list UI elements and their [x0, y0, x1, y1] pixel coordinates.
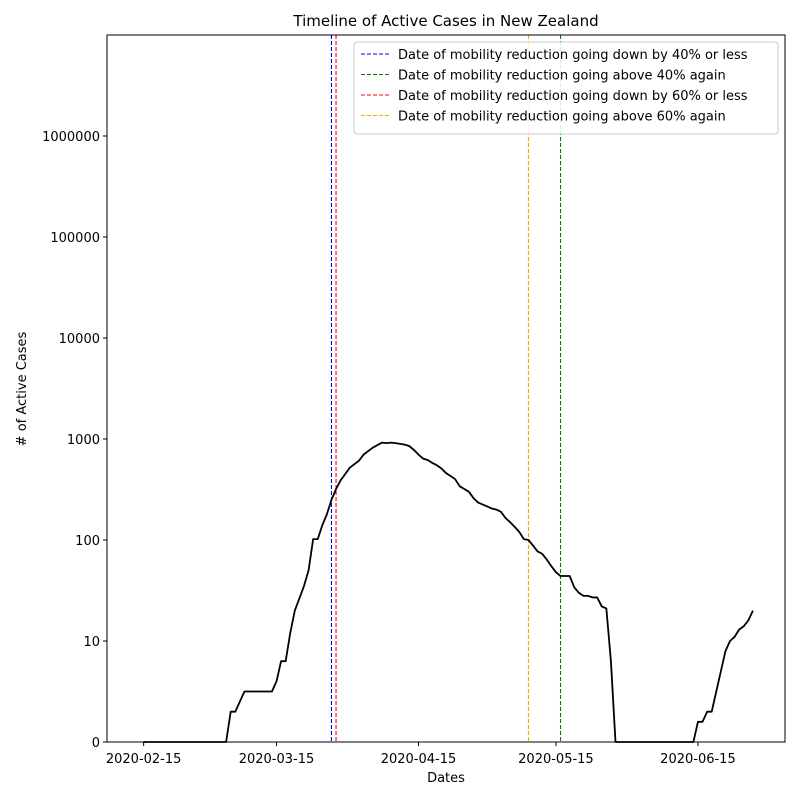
y-tick-label: 100000: [50, 231, 100, 246]
y-tick-label: 1000: [67, 433, 100, 448]
series-line: [143, 441, 754, 743]
y-tick-label: 10000: [59, 332, 100, 347]
x-tick-label: 2020-03-15: [239, 752, 315, 767]
chart-title: Timeline of Active Cases in New Zealand: [292, 12, 598, 30]
legend-label: Date of mobility reduction going down by…: [398, 89, 748, 104]
y-tick-label: 1000000: [42, 130, 100, 145]
series-lines: [143, 441, 754, 743]
y-tick-label: 0: [92, 736, 100, 751]
plot-frame: [106, 34, 786, 743]
y-tick-label: 100: [75, 534, 100, 549]
y-axis-label: # of Active Cases: [15, 331, 30, 446]
legend-label: Date of mobility reduction going above 4…: [398, 69, 726, 84]
legend-box: [353, 41, 779, 135]
x-tick-label: 2020-02-15: [106, 752, 182, 767]
x-tick-label: 2020-06-15: [660, 752, 736, 767]
x-axis-label: Dates: [427, 771, 465, 786]
y-axis-ticks: 0 10 100 1000 10000 100000 1000000: [42, 130, 107, 751]
legend-label: Date of mobility reduction going above 6…: [398, 110, 726, 125]
x-tick-label: 2020-05-15: [518, 752, 594, 767]
x-axis-ticks: 2020-02-15 2020-03-15 2020-04-15 2020-05-15…: [106, 742, 736, 767]
legend: Date of mobility reduction going down by…: [353, 41, 779, 135]
reference-lines: [330, 35, 562, 742]
axes: [106, 34, 786, 743]
x-tick-label: 2020-04-15: [381, 752, 457, 767]
legend-label: Date of mobility reduction going down by…: [398, 48, 748, 63]
y-tick-label: 10: [83, 635, 100, 650]
